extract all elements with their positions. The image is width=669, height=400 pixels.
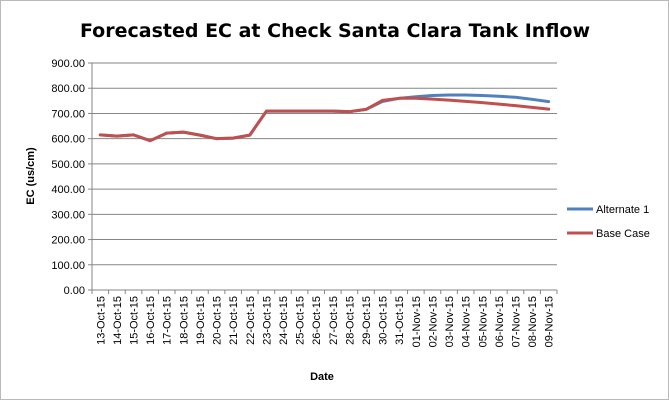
gridlines — [88, 62, 557, 291]
x-tick-label: 21-Oct-15 — [228, 296, 240, 345]
x-tick-label: 28-Oct-15 — [344, 296, 356, 345]
x-tick-labels: 13-Oct-15 14-Oct-15 15-Oct-15 16-Oct-15 17-O… — [95, 296, 555, 347]
y-tick-label: 200.00 — [51, 235, 85, 247]
x-tick-label: 09-Nov-15 — [544, 296, 556, 347]
x-tick-label: 05-Nov-15 — [477, 296, 489, 347]
x-tick-label: 03-Nov-15 — [444, 296, 456, 347]
y-axis-title: EC (us/cm) — [25, 147, 37, 205]
x-tick-label: 30-Oct-15 — [378, 296, 390, 345]
x-tick-label: 19-Oct-15 — [195, 296, 207, 345]
chart-title: Forecasted EC at Check Santa Clara Tank … — [80, 20, 590, 42]
legend: Alternate 1 Base Case — [567, 204, 650, 240]
x-tick-label: 31-Oct-15 — [394, 296, 406, 345]
x-tick-label: 26-Oct-15 — [311, 296, 323, 345]
x-tick-label: 27-Oct-15 — [328, 296, 340, 345]
x-tick-label: 07-Nov-15 — [510, 296, 522, 347]
x-axis-title: Date — [310, 371, 334, 383]
y-tick-label: 500.00 — [51, 159, 85, 171]
y-tick-label: 800.00 — [51, 83, 85, 95]
y-tick-labels: 0.00 100.00 200.00 300.00 400.00 500.00 600.00… — [51, 58, 85, 297]
x-tick-label: 22-Oct-15 — [245, 296, 257, 345]
x-tick-label: 14-Oct-15 — [112, 296, 124, 345]
y-tick-label: 700.00 — [51, 108, 85, 120]
x-tick-label: 18-Oct-15 — [178, 296, 190, 345]
y-tick-label: 100.00 — [51, 260, 85, 272]
series-lines — [98, 93, 551, 143]
x-tick-label: 29-Oct-15 — [361, 296, 373, 345]
y-tick-label: 900.00 — [51, 58, 85, 70]
x-tick-label: 24-Oct-15 — [278, 296, 290, 345]
axes — [91, 63, 558, 294]
x-tick-label: 16-Oct-15 — [145, 296, 157, 345]
x-tick-label: 23-Oct-15 — [261, 296, 273, 345]
x-tick-label: 15-Oct-15 — [129, 296, 141, 345]
x-tick-label: 01-Nov-15 — [411, 296, 423, 347]
x-tick-label: 20-Oct-15 — [212, 296, 224, 345]
x-tick-label: 17-Oct-15 — [162, 296, 174, 345]
y-tick-label: 0.00 — [64, 285, 85, 297]
x-tick-label: 04-Nov-15 — [461, 296, 473, 347]
legend-label: Base Case — [596, 228, 650, 240]
x-tick-label: 06-Nov-15 — [494, 296, 506, 347]
x-tick-label: 08-Nov-15 — [527, 296, 539, 347]
series-line-2 — [98, 96, 551, 143]
y-tick-label: 300.00 — [51, 209, 85, 221]
y-tick-label: 400.00 — [51, 184, 85, 196]
x-tick-label: 13-Oct-15 — [95, 296, 107, 345]
y-tick-label: 600.00 — [51, 134, 85, 146]
legend-label: Alternate 1 — [596, 204, 649, 216]
x-tick-label: 02-Nov-15 — [427, 296, 439, 347]
x-tick-label: 25-Oct-15 — [295, 296, 307, 345]
